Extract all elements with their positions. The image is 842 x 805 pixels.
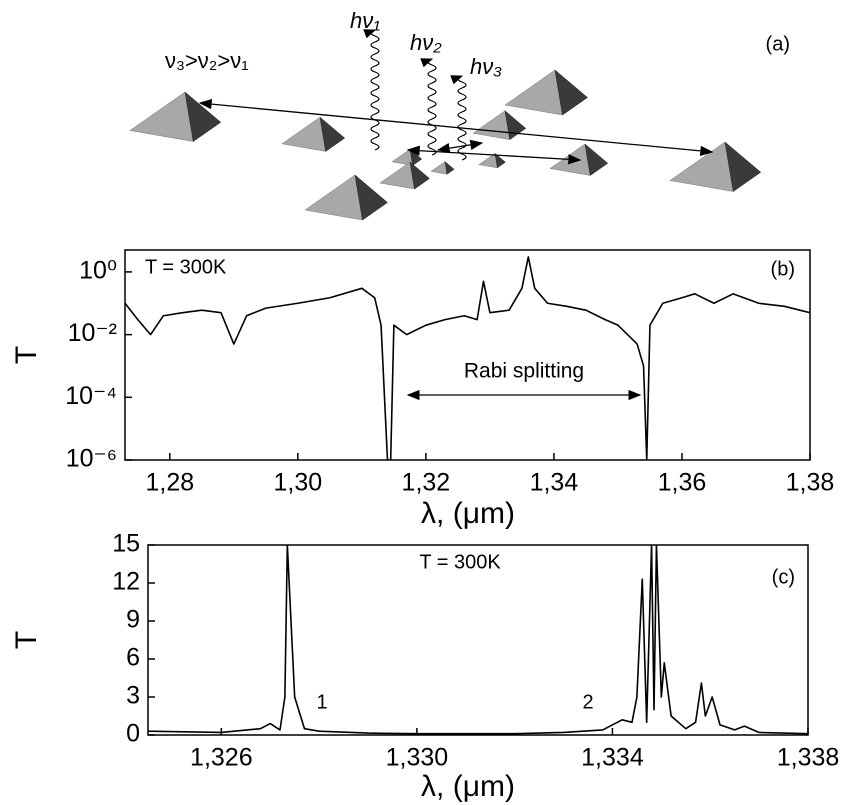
annotation: T = 300K xyxy=(419,551,501,573)
photon-wave xyxy=(450,75,467,161)
y-axis-label: T xyxy=(10,631,43,649)
x-tick-label: 1,32 xyxy=(402,469,451,497)
photon-label: hν₂ xyxy=(410,30,442,55)
y-tick-label: 6 xyxy=(126,644,140,672)
y-tick-label: 9 xyxy=(126,606,140,634)
x-tick-label: 1,38 xyxy=(786,469,835,497)
pyramid-face xyxy=(444,160,455,175)
y-tick-label: 3 xyxy=(126,682,140,710)
x-tick-label: 1,30 xyxy=(274,469,323,497)
photon-label: hν₁ xyxy=(350,8,380,33)
plot-frame xyxy=(124,249,811,461)
plot-frame xyxy=(147,544,809,736)
panel-label: (b) xyxy=(771,258,795,280)
x-tick-label: 1,34 xyxy=(530,469,579,497)
pyramid-face xyxy=(409,161,430,190)
arrow xyxy=(198,98,714,157)
y-axis-label: T xyxy=(10,346,43,364)
arrow xyxy=(436,139,484,154)
y-tick-label: 10⁻⁶ xyxy=(66,445,117,473)
x-tick-label: 1,326 xyxy=(190,744,253,772)
panel-label: (c) xyxy=(772,566,795,588)
pyramid-face xyxy=(129,91,194,142)
x-axis-label: λ, (μm) xyxy=(421,497,515,530)
y-tick-label: 10⁻² xyxy=(68,319,117,347)
y-tick-label: 15 xyxy=(112,530,140,558)
pyramid-face xyxy=(504,69,563,116)
pyramid-face xyxy=(281,116,327,152)
spectrum-line xyxy=(148,545,808,735)
pyramid-face xyxy=(379,161,415,190)
relation: ν₃>ν₂>ν₁ xyxy=(165,48,249,73)
x-tick-label: 1,330 xyxy=(386,744,449,772)
diagram xyxy=(129,29,762,221)
pyramid-face xyxy=(354,174,388,221)
y-tick-label: 10⁻⁴ xyxy=(65,382,117,410)
pyramid-face xyxy=(472,110,511,140)
x-tick-label: 1,334 xyxy=(581,744,644,772)
pyramid-face xyxy=(724,141,762,192)
peak-label: 1 xyxy=(316,691,327,713)
y-tick-label: 0 xyxy=(126,720,140,748)
pyramid-face xyxy=(304,174,363,221)
photon-wave xyxy=(420,58,437,156)
x-tick-label: 1,36 xyxy=(658,469,707,497)
x-tick-label: 1,28 xyxy=(145,469,194,497)
x-tick-label: 1,338 xyxy=(777,744,840,772)
pyramid-face xyxy=(430,161,448,175)
peak-label: 2 xyxy=(582,691,593,713)
y-tick-label: 10⁰ xyxy=(79,257,117,285)
x-axis-label: λ, (μm) xyxy=(421,770,515,803)
annotation: T = 300K xyxy=(145,256,227,278)
panel-label: (a) xyxy=(766,33,790,55)
arrow-label: Rabi splitting xyxy=(464,360,584,383)
photon-wave xyxy=(363,29,380,151)
y-tick-label: 12 xyxy=(112,568,140,596)
arrow xyxy=(406,145,582,165)
spectrum-line xyxy=(125,256,810,460)
photon-label: hν₃ xyxy=(470,54,502,79)
